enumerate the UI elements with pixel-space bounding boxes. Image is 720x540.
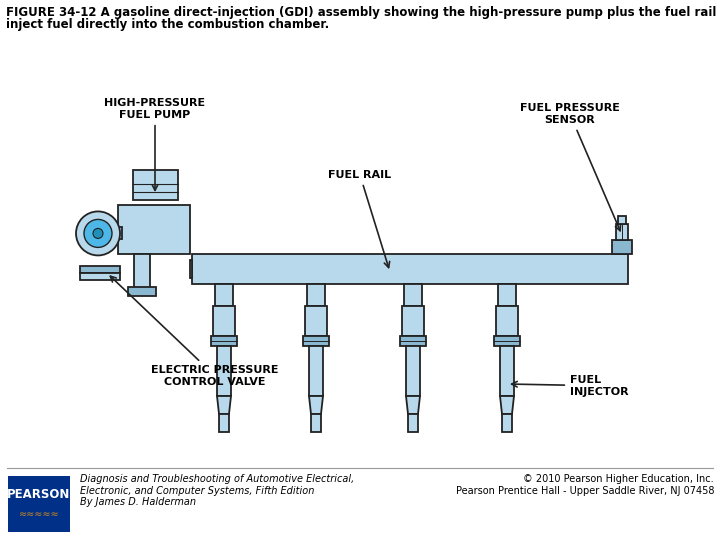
Polygon shape [500, 396, 514, 414]
Bar [618, 216, 626, 224]
Bar [80, 273, 120, 280]
Bar [496, 306, 518, 336]
Bar [80, 266, 120, 273]
Circle shape [76, 212, 120, 255]
Bar [500, 346, 514, 396]
Bar [494, 336, 520, 346]
Text: HIGH-PRESSURE
FUEL PUMP: HIGH-PRESSURE FUEL PUMP [104, 98, 206, 191]
Bar [133, 170, 178, 200]
Bar [192, 254, 628, 284]
Bar [215, 284, 233, 306]
Text: PEARSON: PEARSON [7, 488, 71, 501]
Text: FUEL RAIL: FUEL RAIL [328, 170, 392, 267]
Bar [116, 227, 122, 239]
Bar [219, 414, 229, 432]
Polygon shape [406, 396, 420, 414]
Bar [211, 336, 237, 346]
Bar [134, 254, 150, 289]
Text: inject fuel directly into the combustion chamber.: inject fuel directly into the combustion… [6, 18, 329, 31]
Bar [404, 284, 422, 306]
Circle shape [84, 219, 112, 247]
Bar [408, 414, 418, 432]
Circle shape [93, 228, 103, 239]
Bar [400, 336, 426, 346]
Bar [305, 306, 327, 336]
Text: © 2010 Pearson Higher Education, Inc.
Pearson Prentice Hall - Upper Saddle River: © 2010 Pearson Higher Education, Inc. Pe… [456, 474, 714, 496]
Text: FIGURE 34-12 A gasoline direct-injection (GDI) assembly showing the high-pressur: FIGURE 34-12 A gasoline direct-injection… [6, 6, 720, 19]
Bar [213, 306, 235, 336]
Bar [612, 240, 632, 254]
Polygon shape [217, 396, 231, 414]
Text: FUEL PRESSURE
SENSOR: FUEL PRESSURE SENSOR [520, 103, 621, 231]
Bar [303, 336, 329, 346]
Bar [616, 224, 628, 240]
Bar [498, 284, 516, 306]
Bar [190, 260, 192, 278]
Text: ELECTRIC PRESSURE
CONTROL VALVE: ELECTRIC PRESSURE CONTROL VALVE [110, 276, 279, 387]
Bar [118, 205, 190, 254]
Bar [128, 287, 156, 296]
Bar [402, 306, 424, 336]
Text: FUEL
INJECTOR: FUEL INJECTOR [512, 375, 629, 396]
Bar [406, 346, 420, 396]
Bar [307, 284, 325, 306]
Polygon shape [309, 396, 323, 414]
Bar [311, 414, 321, 432]
Text: Diagnosis and Troubleshooting of Automotive Electrical,
Electronic, and Computer: Diagnosis and Troubleshooting of Automot… [80, 474, 354, 507]
Bar [8, 476, 70, 532]
Bar [309, 346, 323, 396]
Bar [217, 346, 231, 396]
Text: ≈≈≈≈≈: ≈≈≈≈≈ [19, 509, 59, 519]
Bar [502, 414, 512, 432]
